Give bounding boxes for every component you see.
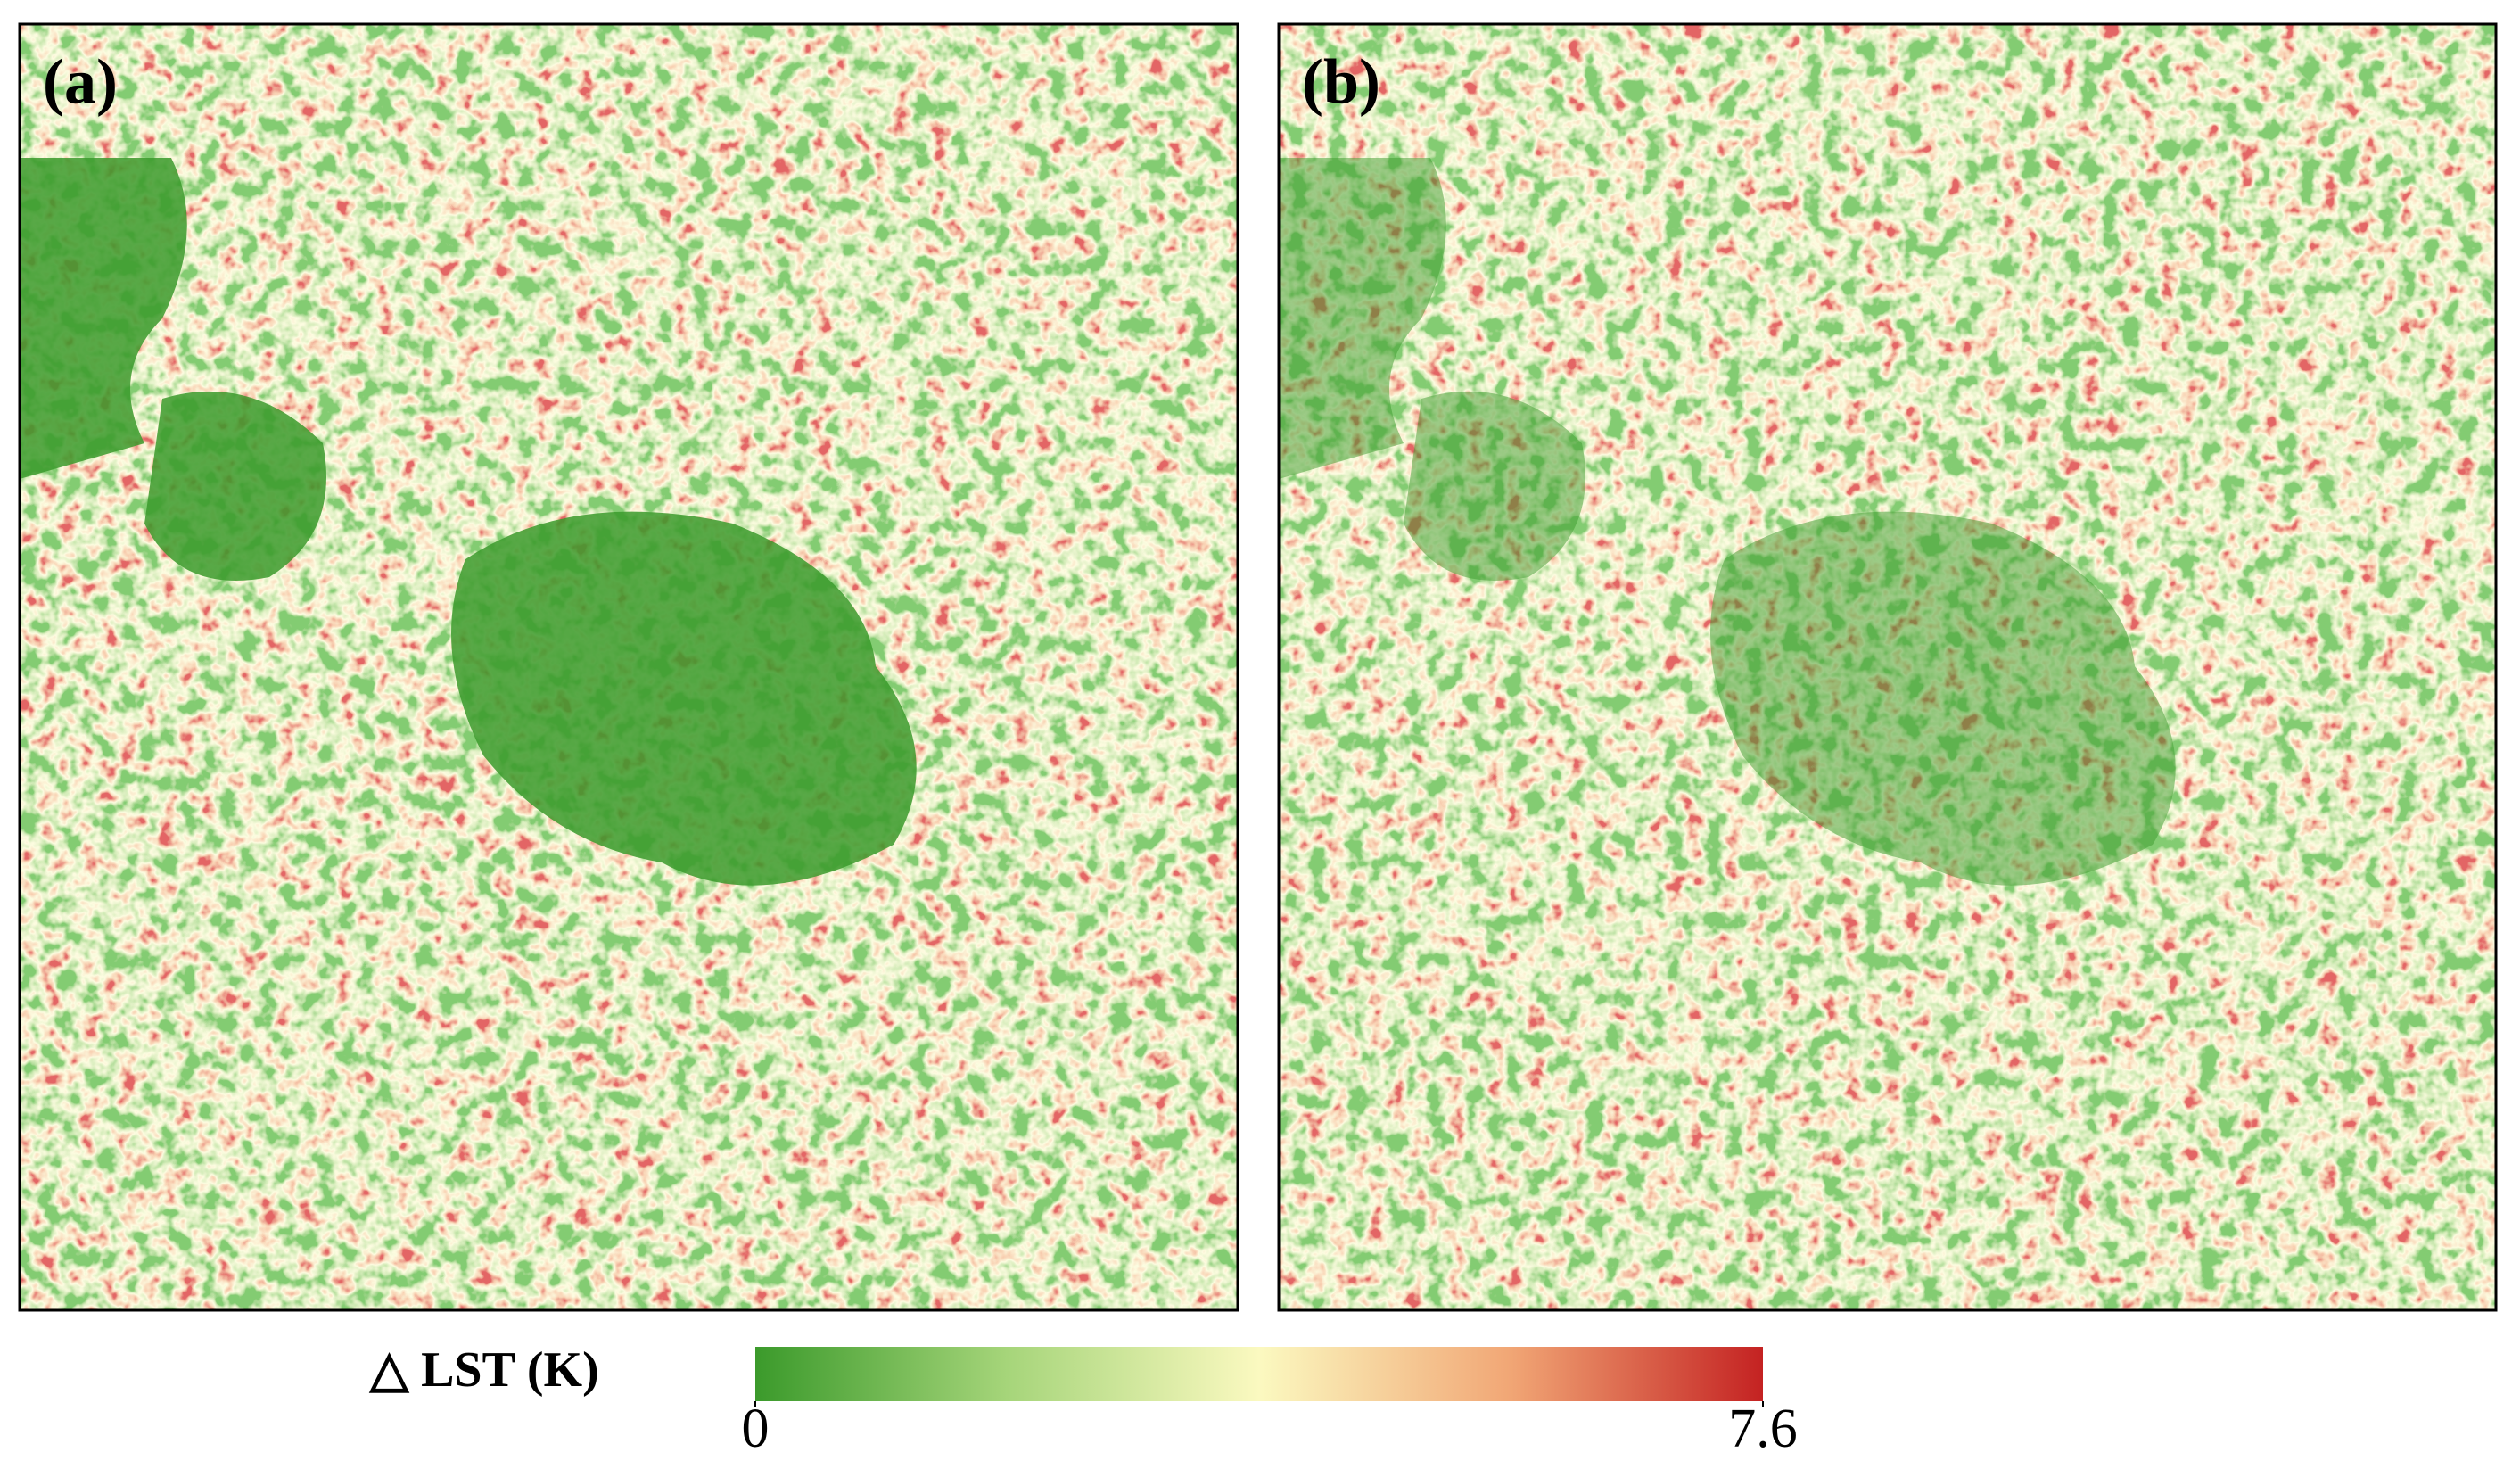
panel-frame: [1277, 22, 2498, 1312]
vegetated-area: [1404, 391, 1585, 581]
vegetated-area: [20, 158, 187, 479]
colorbar-tick-label: 7.6: [1728, 1399, 1798, 1459]
panel-label: (b): [1302, 46, 1380, 118]
vegetated-area: [144, 391, 326, 581]
park-area: [451, 511, 917, 886]
colorbar-title: △ LST (K): [368, 1342, 599, 1398]
vegetated-area: [1279, 158, 1446, 479]
park-area: [1710, 511, 2176, 886]
panel-frame: [18, 22, 1239, 1312]
map-panel: (a): [18, 22, 1239, 1312]
colorbar: [755, 1347, 1763, 1401]
panel-label: (a): [43, 46, 118, 118]
map-panel: (b): [1277, 22, 2498, 1312]
colorbar-tick-label: 0: [742, 1399, 770, 1459]
